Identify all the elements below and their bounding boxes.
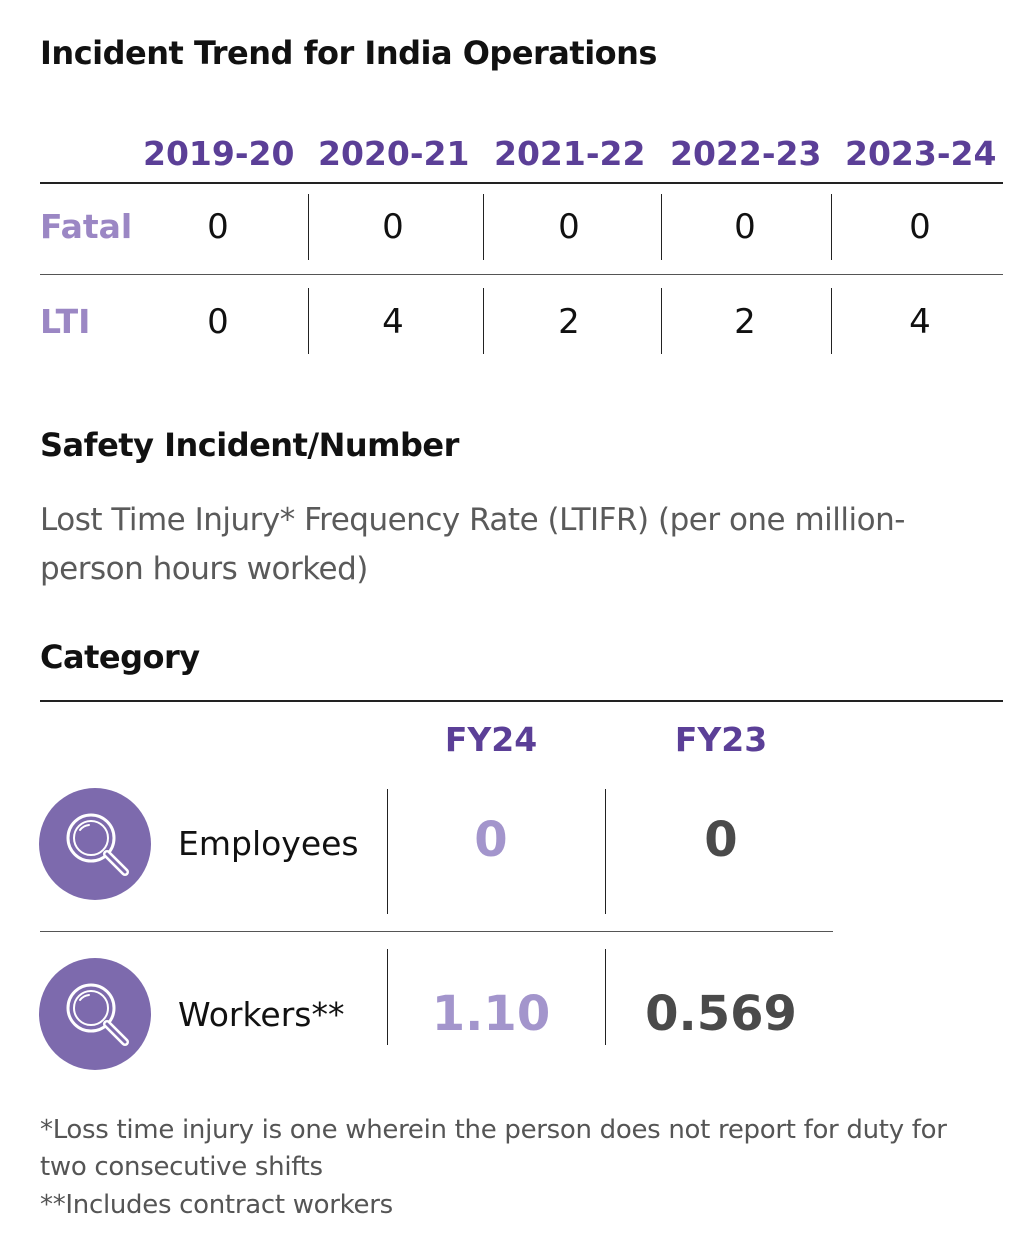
safety-description: Lost Time Injury* Frequency Rate (LTIFR)…: [40, 502, 905, 587]
table-cell: 2: [558, 302, 580, 342]
column-divider: [661, 288, 662, 354]
magnifier-icon: [39, 788, 151, 900]
column-divider: [387, 949, 388, 1045]
category-divider: [40, 700, 1003, 702]
table-cell: 2: [734, 302, 756, 342]
year-header: 2019-20: [143, 134, 295, 173]
row-label-lti: LTI: [40, 302, 91, 341]
value-fy24: 1.10: [431, 986, 551, 1042]
table-cell: 0: [207, 207, 229, 247]
category-label-workers: Workers**: [178, 995, 345, 1034]
value-fy23: 0.569: [645, 986, 797, 1042]
column-header-fy23: FY23: [674, 720, 768, 759]
table-cell: 0: [558, 207, 580, 247]
column-divider: [831, 288, 832, 354]
year-header: 2023-24: [845, 134, 997, 173]
magnifier-icon: [39, 958, 151, 1070]
category-label-employees: Employees: [178, 824, 359, 863]
column-divider: [605, 949, 606, 1045]
row-divider: [40, 274, 1003, 275]
table-cell: 0: [382, 207, 404, 247]
footnote-lti: *Loss time injury is one wherein the per…: [40, 1115, 947, 1182]
column-divider: [483, 194, 484, 260]
incident-trend-title: Incident Trend for India Operations: [40, 34, 657, 72]
category-heading: Category: [40, 638, 200, 676]
column-divider: [831, 194, 832, 260]
column-divider: [605, 789, 606, 914]
table-header-divider: [40, 182, 1003, 184]
table-cell: 4: [909, 302, 931, 342]
year-header: 2021-22: [494, 134, 646, 173]
column-divider: [308, 194, 309, 260]
table-cell: 0: [207, 302, 229, 342]
column-divider: [387, 789, 388, 914]
safety-title: Safety Incident/Number: [40, 426, 459, 464]
row-label-fatal: Fatal: [40, 207, 133, 246]
column-header-fy24: FY24: [444, 720, 538, 759]
footnote-contract: **Includes contract workers: [40, 1190, 393, 1220]
value-fy23: 0: [704, 812, 738, 868]
column-divider: [483, 288, 484, 354]
table-cell: 4: [382, 302, 404, 342]
year-header: 2022-23: [670, 134, 822, 173]
column-divider: [308, 288, 309, 354]
column-divider: [661, 194, 662, 260]
table-cell: 0: [734, 207, 756, 247]
value-fy24: 0: [474, 812, 508, 868]
row-divider: [40, 931, 833, 932]
table-cell: 0: [909, 207, 931, 247]
year-header: 2020-21: [318, 134, 470, 173]
